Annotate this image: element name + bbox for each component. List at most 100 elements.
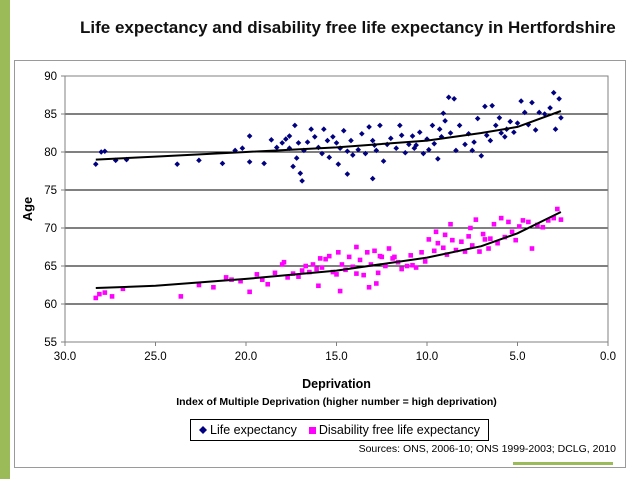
y-tick-label: 75 [44, 185, 57, 197]
data-point-life-expectancy [474, 115, 481, 122]
legend-diamond-icon [199, 423, 207, 437]
data-point-disability-free [310, 262, 316, 267]
data-point-disability-free [513, 237, 518, 243]
chart-legend: Life expectancy Disability free life exp… [190, 419, 490, 441]
data-point-disability-free [410, 262, 415, 268]
data-point-life-expectancy [355, 146, 362, 153]
data-point-life-expectancy [359, 130, 365, 137]
data-point-life-expectancy [98, 149, 104, 155]
data-point-disability-free [109, 294, 115, 299]
data-point-life-expectancy [492, 122, 499, 129]
data-point-disability-free [374, 281, 379, 286]
data-point-life-expectancy [416, 129, 423, 136]
data-point-disability-free [520, 218, 526, 223]
data-point-disability-free [545, 218, 551, 223]
data-point-disability-free [178, 294, 184, 299]
data-point-life-expectancy [333, 140, 340, 146]
y-tick-label: 70 [44, 223, 57, 235]
data-point-life-expectancy [369, 137, 376, 144]
data-point-disability-free [211, 284, 216, 290]
data-point-life-expectancy [552, 126, 559, 132]
data-point-life-expectancy [451, 96, 457, 102]
data-point-life-expectancy [232, 147, 238, 154]
x-tick-label: 20.0 [235, 351, 257, 363]
data-point-disability-free [435, 240, 441, 246]
data-point-life-expectancy [196, 157, 202, 164]
data-point-disability-free [375, 270, 381, 276]
data-point-life-expectancy [279, 140, 285, 146]
data-point-disability-free [196, 282, 202, 288]
data-point-life-expectancy [426, 146, 432, 153]
data-point-disability-free [366, 284, 372, 290]
data-point-disability-free [413, 265, 419, 270]
data-point-disability-free [450, 237, 455, 243]
data-point-life-expectancy [547, 105, 553, 111]
data-point-life-expectancy [529, 99, 535, 106]
legend-label-disability-free: Disability free life expectancy [318, 423, 481, 437]
y-axis-label: Age [20, 197, 35, 222]
data-point-life-expectancy [348, 137, 354, 144]
data-point-life-expectancy [246, 159, 253, 165]
data-point-disability-free [448, 221, 453, 227]
data-point-life-expectancy [393, 145, 400, 151]
data-point-life-expectancy [330, 134, 336, 140]
data-point-disability-free [551, 215, 556, 221]
data-point-life-expectancy [311, 134, 318, 140]
data-point-disability-free [491, 221, 497, 227]
data-point-life-expectancy [273, 144, 280, 151]
data-point-disability-free [426, 237, 432, 242]
data-point-disability-free [265, 281, 271, 287]
data-point-disability-free [419, 250, 424, 255]
data-point-disability-free [361, 272, 366, 278]
data-point-disability-free [330, 269, 336, 275]
data-point-disability-free [368, 262, 374, 267]
data-point-disability-free [526, 219, 531, 225]
data-point-disability-free [462, 249, 468, 254]
data-point-disability-free [357, 257, 363, 263]
data-point-life-expectancy [431, 140, 438, 147]
data-point-disability-free [259, 277, 265, 282]
sources-note: Sources: ONS, 2006-10; ONS 1999-2003; DC… [358, 443, 616, 455]
data-point-life-expectancy [498, 130, 505, 136]
data-point-disability-free [336, 250, 341, 255]
data-point-disability-free [422, 259, 428, 264]
trendline-disability-free [95, 211, 562, 289]
x-tick-label: 15.0 [325, 351, 347, 363]
data-point-disability-free [303, 263, 309, 269]
data-point-life-expectancy [321, 126, 327, 132]
data-point-life-expectancy [478, 153, 485, 159]
data-point-disability-free [364, 250, 370, 255]
footer-accent-bar [513, 462, 613, 465]
data-point-disability-free [482, 237, 488, 242]
data-point-disability-free [337, 288, 343, 294]
data-point-life-expectancy [462, 141, 468, 148]
data-point-disability-free [372, 248, 377, 254]
data-point-life-expectancy [295, 140, 302, 146]
series-disability-free-life-expectancy [93, 206, 564, 301]
gridlines [65, 113, 608, 305]
data-point-life-expectancy [261, 160, 267, 167]
data-point-life-expectancy [487, 137, 494, 144]
y-tick-label: 80 [44, 147, 57, 159]
data-point-disability-free [469, 243, 475, 248]
x-tick-label: 10.0 [416, 351, 438, 363]
data-point-disability-free [299, 268, 305, 273]
data-point-life-expectancy [174, 161, 181, 167]
data-point-life-expectancy [349, 152, 356, 158]
data-point-disability-free [319, 265, 325, 270]
data-point-life-expectancy [558, 115, 564, 121]
data-point-disability-free [307, 269, 312, 275]
data-point-life-expectancy [308, 126, 314, 132]
data-point-life-expectancy [442, 118, 448, 124]
x-axis-ticks: 30.0 25.0 20.0 15.0 10.0 5.0 0.0 [54, 342, 616, 363]
data-point-disability-free [354, 244, 359, 250]
data-point-disability-free [517, 224, 522, 229]
data-point-life-expectancy [324, 137, 331, 144]
data-point-disability-free [433, 229, 439, 235]
data-point-life-expectancy [297, 170, 304, 177]
data-point-disability-free [486, 246, 491, 251]
data-point-disability-free [386, 246, 392, 251]
data-point-disability-free [354, 271, 359, 276]
chart-title: Life expectancy and disability free life… [80, 18, 616, 37]
data-point-disability-free [408, 253, 414, 258]
